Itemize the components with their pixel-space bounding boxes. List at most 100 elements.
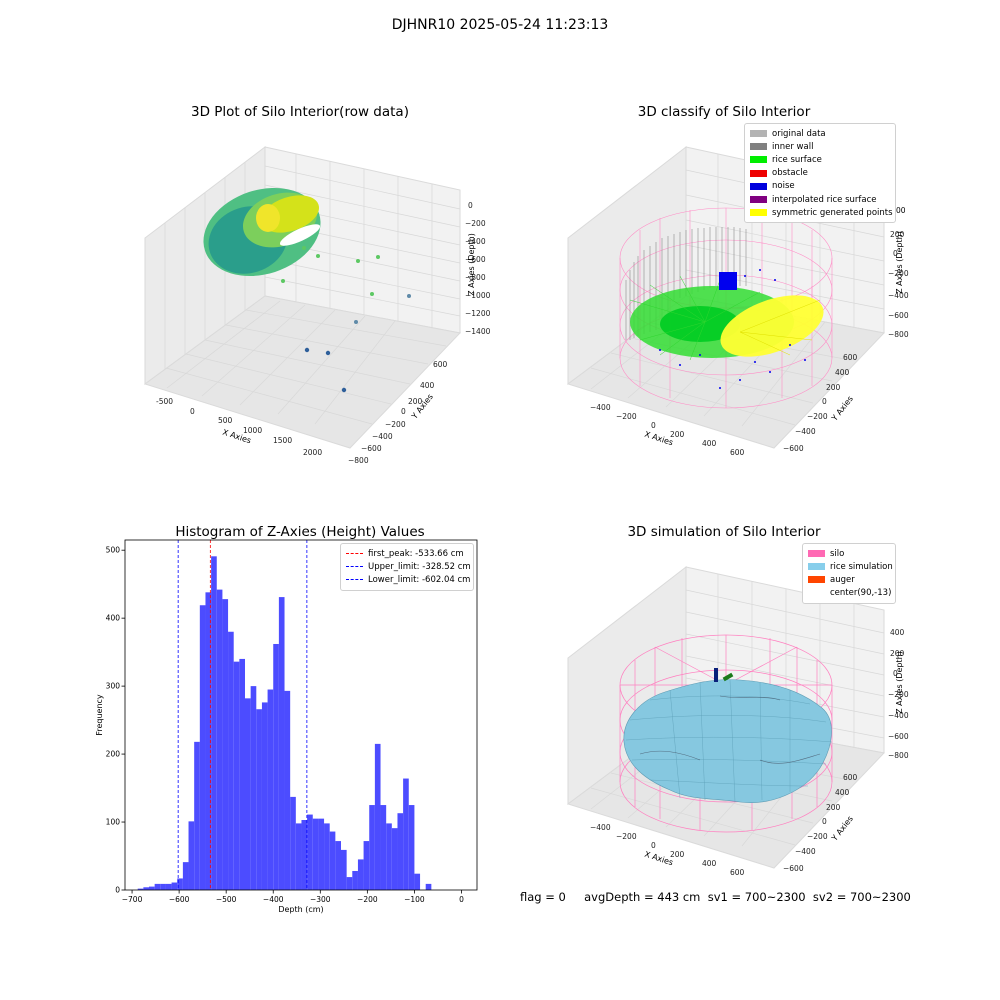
svg-text:0: 0 [822, 817, 827, 826]
svg-text:2000: 2000 [303, 448, 322, 457]
svg-text:−600: −600 [465, 255, 486, 264]
histogram-ylabel: Frequency [95, 694, 104, 736]
histogram-bar [391, 828, 398, 890]
classify-legend: original data inner wall rice surface ob… [744, 123, 896, 224]
x-tick-label: −300 [310, 895, 331, 904]
histogram-bar [239, 658, 245, 890]
legend-entry-lower-limit: Lower_limit: -602.04 cm [346, 573, 471, 586]
legend-swatch [750, 209, 767, 217]
svg-text:200: 200 [890, 649, 905, 658]
svg-text:0: 0 [822, 397, 827, 406]
legend-label: silo [830, 548, 845, 559]
svg-text:−400: −400 [590, 403, 611, 412]
legend-line [346, 579, 363, 581]
histogram-bar [194, 741, 200, 890]
svg-text:0: 0 [651, 421, 656, 430]
histogram-bar [335, 841, 341, 890]
histogram-bar [324, 823, 330, 890]
svg-text:400: 400 [835, 788, 850, 797]
svg-text:−200: −200 [888, 690, 909, 699]
histogram-frame [124, 539, 478, 891]
histogram-bar [137, 888, 144, 890]
histogram-bar [165, 883, 172, 890]
legend-swatch [750, 130, 767, 138]
figure-title: DJHNR10 2025-05-24 11:23:13 [391, 17, 609, 33]
histogram-bar [312, 818, 319, 890]
svg-text:−400: −400 [590, 823, 611, 832]
histogram-bar [267, 689, 274, 890]
histogram-bar [143, 887, 149, 890]
svg-text:600: 600 [730, 448, 745, 457]
svg-text:200: 200 [670, 430, 685, 439]
histogram-bar [425, 883, 432, 890]
histogram-bar [205, 592, 212, 890]
svg-text:−600: −600 [888, 311, 909, 320]
histogram-bar [318, 818, 325, 890]
legend-entry-rice-surface: rice surface [750, 153, 890, 166]
histogram-bar [199, 605, 206, 890]
histogram-title: Histogram of Z-Axies (Height) Values [175, 524, 425, 540]
legend-entry-silo: silo [808, 547, 890, 560]
legend-label: inner wall [772, 141, 814, 152]
status-footer: flag = 0 avgDepth = 443 cm sv1 = 700~230… [520, 890, 911, 904]
legend-swatch [750, 169, 767, 177]
histogram-bar [188, 821, 195, 890]
simulation-zlabel: Z Axies (Depth) [894, 651, 904, 714]
legend-line [346, 566, 363, 568]
histogram-bar [295, 823, 302, 890]
x-tick-label: −500 [216, 895, 237, 904]
y-tick-label: 0 [115, 886, 120, 895]
svg-text:0: 0 [468, 201, 473, 210]
svg-text:−600: −600 [783, 864, 804, 873]
svg-text:−200: −200 [385, 420, 406, 429]
legend-label: noise [772, 181, 795, 192]
legend-label: rice surface [772, 154, 822, 165]
svg-text:200: 200 [826, 383, 841, 392]
y-tick-label: 200 [106, 750, 121, 759]
histogram-bar [228, 631, 234, 890]
histogram-bar [182, 862, 189, 890]
legend-entry-obstacle: obstacle [750, 167, 890, 180]
svg-text:−1000: −1000 [465, 291, 491, 300]
histogram-bar [233, 661, 240, 890]
histogram-bar [307, 814, 313, 890]
svg-text:200: 200 [408, 397, 423, 406]
svg-text:−200: −200 [616, 412, 637, 421]
legend-label: Lower_limit: -602.04 cm [368, 574, 471, 585]
histogram-bar [329, 831, 336, 890]
svg-text:−800: −800 [465, 273, 486, 282]
legend-label: obstacle [772, 168, 808, 179]
histogram-bar [369, 805, 375, 890]
svg-text:−200: −200 [465, 219, 486, 228]
svg-text:−400: −400 [888, 711, 909, 720]
classify-zlabel: Z Axies (Depth) [894, 231, 904, 294]
svg-text:−800: −800 [888, 330, 909, 339]
svg-text:−200: −200 [807, 412, 828, 421]
svg-text:-500: -500 [156, 397, 173, 406]
svg-text:−600: −600 [888, 732, 909, 741]
svg-text:500: 500 [218, 416, 233, 425]
legend-line [346, 553, 363, 555]
classify-rice-surface [629, 275, 824, 361]
legend-swatch [750, 182, 767, 190]
simulation-legend: silo rice simulation auger center(90,-13… [802, 543, 896, 604]
histogram-bar [154, 883, 161, 890]
raw-point-cloud [203, 187, 411, 393]
svg-text:0: 0 [651, 841, 656, 850]
histogram-bar [256, 709, 262, 890]
svg-text:−400: −400 [795, 847, 816, 856]
legend-entry-original-data: original data [750, 127, 890, 140]
legend-label: auger [830, 574, 855, 585]
svg-text:400: 400 [890, 628, 905, 637]
y-tick-label: 400 [106, 614, 121, 623]
legend-label: symmetric generated points [772, 207, 893, 218]
histogram-bar [290, 796, 296, 890]
legend-label: rice simulation [830, 561, 893, 572]
svg-text:−600: −600 [783, 444, 804, 453]
histogram-bar [357, 859, 364, 890]
y-tick-label: 300 [106, 682, 121, 691]
svg-text:−1400: −1400 [465, 327, 491, 336]
legend-swatch [750, 196, 767, 204]
svg-text:1500: 1500 [273, 436, 292, 445]
